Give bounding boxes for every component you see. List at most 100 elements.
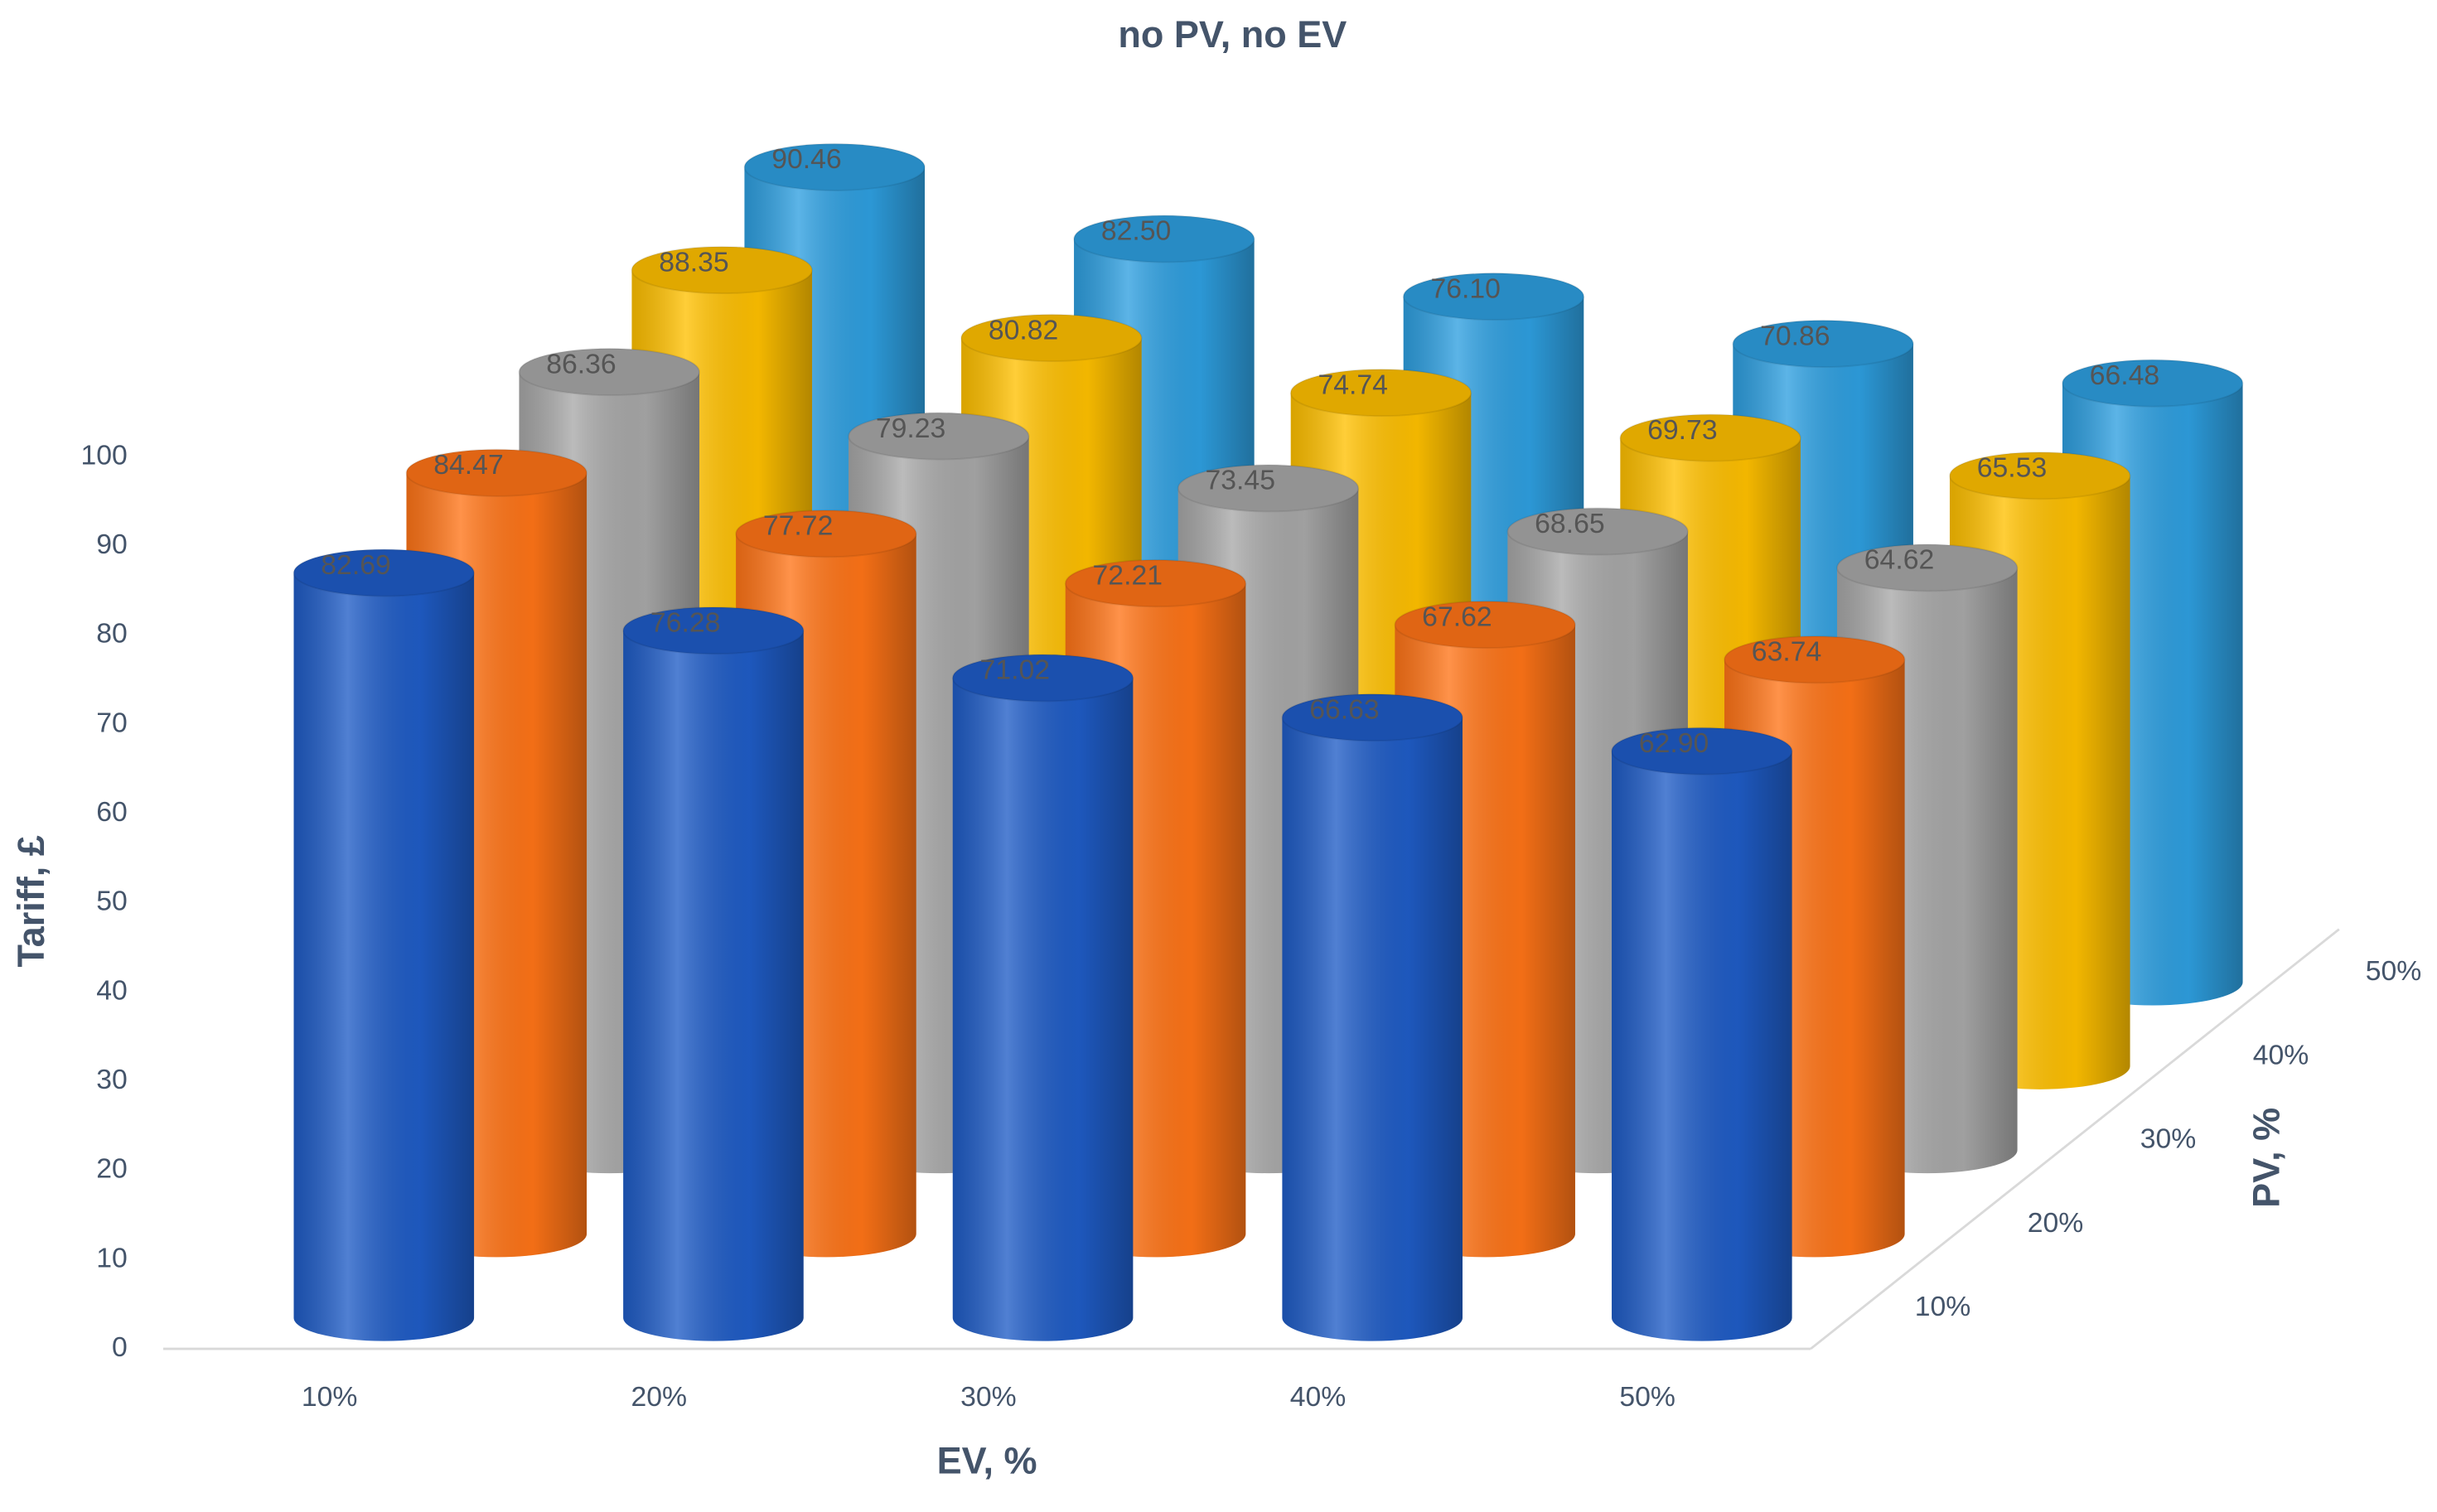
value-label: 80.82 [989, 314, 1058, 345]
cylinder-shade [1612, 751, 1792, 1341]
z-tick-label: 30% [2140, 1123, 2197, 1155]
value-label: 69.73 [1647, 414, 1717, 446]
cylinder-top-shade [1290, 369, 1472, 417]
cylinder-top-shade [1612, 727, 1792, 775]
z-axis-title: PV, % [2245, 1108, 2287, 1208]
x-axis-title: EV, % [937, 1440, 1037, 1482]
value-label: 68.65 [1535, 508, 1604, 539]
cylinder-top [735, 510, 917, 558]
cylinder-top [1394, 600, 1576, 650]
cylinder-top [960, 313, 1143, 362]
chart-title: no PV, no EV [1118, 13, 1347, 56]
value-label: 76.28 [650, 607, 720, 639]
y-tick-label: 60 [96, 796, 128, 828]
value-label: 73.45 [1206, 465, 1275, 496]
value-label: 86.36 [546, 348, 616, 379]
cylinder-top [743, 143, 926, 191]
y-axis-title: Tariff, £ [10, 835, 52, 967]
value-label: 88.35 [659, 246, 728, 278]
cylinder-top-shade [406, 449, 587, 496]
cylinder-top-shade [1074, 215, 1255, 263]
x-tick-label: 50% [1619, 1381, 1675, 1413]
cylinder-top-shade [1733, 320, 1913, 368]
value-label: 64.62 [1864, 544, 1934, 576]
value-label: 62.90 [1639, 727, 1709, 759]
cylinder-top-shade [1949, 452, 2130, 500]
cylinder-top-shade [519, 348, 700, 396]
value-label: 79.23 [876, 413, 945, 444]
cylinder-top [518, 347, 700, 396]
cylinder-top-shade [623, 606, 804, 655]
cylinder-top-shade [631, 246, 813, 294]
cylinder-top [2062, 359, 2244, 408]
value-label: 66.63 [1309, 693, 1379, 725]
value-label: 84.47 [433, 449, 503, 481]
y-tick-label: 90 [96, 529, 128, 560]
cylinder-top [951, 654, 1134, 703]
z-tick-label: 50% [2366, 955, 2422, 987]
cylinder-top [1836, 543, 2019, 592]
cylinder-top-shade [1065, 559, 1246, 607]
x-tick-label: 30% [960, 1381, 1017, 1413]
z-tick-label: 10% [1915, 1291, 1971, 1322]
cylinder-top [631, 245, 813, 295]
cylinder-top-shade [293, 549, 475, 597]
cylinder-top [1619, 413, 1801, 462]
value-label: 63.74 [1752, 636, 1821, 668]
y-tick-label: 50 [96, 886, 128, 917]
value-label: 76.10 [1430, 273, 1500, 304]
cylinder-top [1732, 319, 1914, 368]
cylinder-top [405, 448, 587, 497]
y-tick-label: 40 [96, 974, 128, 1006]
value-label: 70.86 [1760, 320, 1830, 351]
cylinder-top-shade [1724, 636, 1905, 684]
value-label: 74.74 [1318, 369, 1388, 400]
cylinder-top-shade [1837, 544, 2018, 592]
value-label: 72.21 [1093, 559, 1163, 591]
cylinder-top [1506, 507, 1689, 556]
floor-edge [1810, 928, 2340, 1350]
cylinder-top [1281, 693, 1463, 742]
cylinder-top [622, 606, 805, 655]
z-tick-label: 40% [2253, 1039, 2309, 1070]
z-tick-label: 20% [2028, 1207, 2084, 1239]
y-tick-label: 20 [96, 1153, 128, 1185]
cylinder-top [1177, 464, 1360, 513]
cylinder-top-shade [736, 510, 916, 558]
y-tick-label: 80 [96, 618, 128, 650]
cylinder-top-shade [1620, 414, 1801, 461]
cylinder-top [293, 548, 476, 597]
x-tick-label: 40% [1290, 1381, 1347, 1413]
cylinder-top-shade [1177, 465, 1359, 512]
y-tick-label: 10 [96, 1242, 128, 1273]
cylinder-top-shade [1395, 601, 1575, 649]
value-label: 82.69 [321, 549, 390, 581]
cylinder-shade [293, 572, 475, 1341]
y-tick-label: 100 [80, 439, 127, 471]
value-label: 66.48 [2090, 360, 2159, 391]
cylinder-shade [623, 630, 804, 1341]
x-tick-label: 10% [302, 1381, 358, 1413]
cylinder-top [1064, 558, 1247, 608]
cylinder-top-shade [961, 314, 1142, 362]
cylinder-top [1949, 452, 2131, 500]
cylinder-top [1402, 272, 1585, 321]
cylinder-top [1073, 215, 1255, 263]
cylinder-shade [952, 678, 1134, 1341]
value-label: 71.02 [980, 655, 1050, 686]
cylinder-top [1289, 368, 1472, 418]
cylinder-top-shade [1282, 693, 1463, 742]
cylinder-top [848, 412, 1030, 461]
cylinder-top-shade [2062, 360, 2243, 407]
value-label: 82.50 [1101, 215, 1171, 247]
value-label: 90.46 [771, 143, 841, 175]
cylinder-top-shade [952, 655, 1134, 702]
cylinder-shade [1282, 717, 1463, 1341]
cylinder-top [1724, 635, 1906, 684]
y-tick-label: 70 [96, 707, 128, 738]
value-label: 77.72 [763, 510, 833, 542]
y-tick-label: 30 [96, 1064, 128, 1095]
y-tick-label: 0 [112, 1331, 128, 1363]
cylinder-top-shade [849, 413, 1029, 460]
